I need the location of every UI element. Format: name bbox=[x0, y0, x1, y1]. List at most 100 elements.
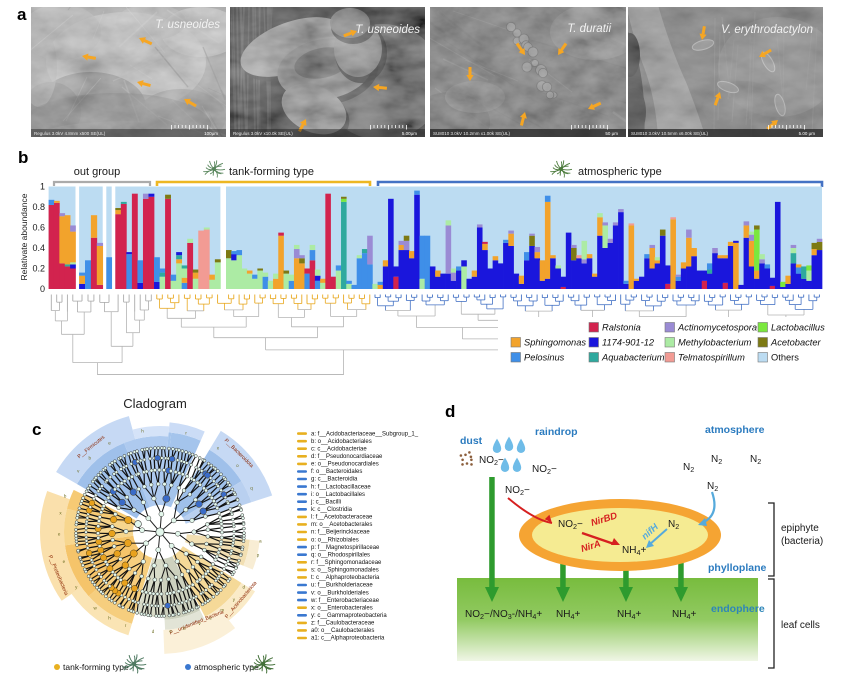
svg-text:1174-901-12: 1174-901-12 bbox=[602, 338, 655, 348]
svg-text:epiphyte: epiphyte bbox=[781, 523, 819, 534]
svg-text:h: f__Lactobacillaceae: h: f__Lactobacillaceae bbox=[311, 484, 371, 490]
svg-text:w: f__Enterobacteriaceae: w: f__Enterobacteriaceae bbox=[310, 598, 380, 604]
svg-text:b: b bbox=[89, 455, 92, 460]
svg-text:o: o bbox=[236, 463, 239, 468]
svg-text:x: o__Enterobacterales: x: o__Enterobacterales bbox=[311, 605, 373, 611]
svg-text:g: c__Bacteroidia: g: c__Bacteroidia bbox=[311, 477, 358, 483]
svg-text:b: b bbox=[183, 626, 186, 631]
svg-text:(bacteria): (bacteria) bbox=[781, 536, 823, 547]
svg-text:dust: dust bbox=[460, 435, 483, 447]
svg-text:raindrop: raindrop bbox=[535, 426, 578, 438]
svg-text:Relativate aboundance: Relativate aboundance bbox=[19, 193, 29, 280]
svg-text:NO2−: NO2− bbox=[532, 464, 557, 476]
svg-text:b: b bbox=[18, 148, 28, 167]
svg-text:x: x bbox=[59, 511, 62, 516]
svg-text:T. usneoides: T. usneoides bbox=[355, 24, 420, 36]
svg-text:r: r bbox=[125, 623, 127, 628]
svg-text:Regulus 3.0kV 4.8mm x500 SE(UL: Regulus 3.0kV 4.8mm x500 SE(UL) bbox=[34, 131, 106, 136]
svg-text:0.6: 0.6 bbox=[32, 223, 45, 233]
svg-text:e: e bbox=[209, 616, 212, 621]
svg-text:a: f__Acidobacteriaceae__Subgr: a: f__Acidobacteriaceae__Subgroup_1_ bbox=[311, 431, 419, 437]
svg-text:N2: N2 bbox=[668, 519, 679, 531]
svg-text:c: c__Acidobacteriae: c: c__Acidobacteriae bbox=[311, 446, 367, 452]
svg-text:e: e bbox=[169, 628, 172, 633]
svg-text:q: q bbox=[250, 485, 253, 490]
svg-text:s: o__Sphingomonadales: s: o__Sphingomonadales bbox=[311, 568, 379, 574]
svg-text:Cladogram: Cladogram bbox=[123, 396, 187, 411]
svg-text:r: f__Sphingomonadaceae: r: f__Sphingomonadaceae bbox=[311, 560, 382, 566]
svg-text:NH4+: NH4+ bbox=[672, 609, 696, 621]
svg-text:SU8010 3.0kV 10.2mm x1.00k SE(: SU8010 3.0kV 10.2mm x1.00k SE(UL) bbox=[433, 131, 511, 136]
svg-text:5.00 μm: 5.00 μm bbox=[799, 131, 816, 136]
svg-text:y: c__Gammaproteobacteria: y: c__Gammaproteobacteria bbox=[311, 613, 387, 619]
svg-text:e: e bbox=[108, 441, 111, 446]
svg-text:endophere: endophere bbox=[711, 603, 765, 615]
svg-text:1: 1 bbox=[40, 182, 45, 192]
svg-text:e: e bbox=[63, 559, 66, 564]
svg-text:0: 0 bbox=[40, 284, 45, 294]
svg-text:0.8: 0.8 bbox=[32, 202, 45, 212]
svg-text:atmospheric type: atmospheric type bbox=[194, 662, 259, 672]
svg-text:/NO3-/NH4+: /NO3-/NH4+ bbox=[490, 609, 542, 621]
svg-text:r: r bbox=[185, 430, 187, 435]
svg-text:out group: out group bbox=[74, 166, 120, 178]
svg-text:Acetobacter: Acetobacter bbox=[770, 338, 822, 348]
svg-text:T. duratii: T. duratii bbox=[567, 23, 611, 35]
svg-text:N2: N2 bbox=[707, 481, 718, 493]
svg-text:e: o__Pseudonocardiales: e: o__Pseudonocardiales bbox=[311, 462, 379, 468]
svg-text:d: d bbox=[445, 402, 455, 421]
svg-text:0.4: 0.4 bbox=[32, 243, 45, 253]
svg-text:y: y bbox=[233, 597, 236, 602]
svg-text:NO2−: NO2− bbox=[465, 609, 490, 621]
svg-text:c: c bbox=[32, 420, 41, 439]
svg-text:NO2−: NO2− bbox=[505, 485, 530, 497]
svg-text:NH4+: NH4+ bbox=[556, 609, 580, 621]
svg-text:v: v bbox=[198, 621, 201, 626]
svg-text:m: m bbox=[220, 608, 224, 613]
svg-text:Regulus 3.0kV x10.0k SE(UL): Regulus 3.0kV x10.0k SE(UL) bbox=[233, 131, 293, 136]
svg-text:k: c__Clostridia: k: c__Clostridia bbox=[311, 507, 353, 513]
svg-text:NO2−: NO2− bbox=[479, 455, 504, 467]
svg-text:p: p bbox=[257, 552, 260, 557]
svg-text:v: v bbox=[77, 469, 80, 474]
svg-text:a1: c__Alphaproteobacteria: a1: c__Alphaproteobacteria bbox=[311, 636, 385, 642]
svg-text:Others: Others bbox=[771, 353, 799, 363]
svg-text:V. erythrodactylon: V. erythrodactylon bbox=[721, 24, 813, 36]
svg-text:atmospheric type: atmospheric type bbox=[578, 166, 662, 178]
svg-text:atmosphere: atmosphere bbox=[705, 424, 765, 436]
svg-text:tank-forming type: tank-forming type bbox=[63, 662, 129, 672]
svg-text:Aquabacterium: Aquabacterium bbox=[601, 353, 665, 363]
svg-text:o: o__Rhizobiales: o: o__Rhizobiales bbox=[311, 537, 359, 543]
svg-text:NH4+: NH4+ bbox=[617, 609, 641, 621]
svg-text:h: h bbox=[141, 429, 144, 434]
svg-text:h: h bbox=[108, 616, 111, 621]
svg-text:j: c__Bacilli: j: c__Bacilli bbox=[310, 499, 341, 505]
svg-text:t: c__Alphaproteobacteria: t: c__Alphaproteobacteria bbox=[311, 575, 380, 581]
svg-text:n: f__Beijerinckiaceae: n: f__Beijerinckiaceae bbox=[311, 530, 370, 536]
svg-text:v: o__Burkholderiales: v: o__Burkholderiales bbox=[311, 590, 369, 596]
svg-text:i: o__Lactobacillales: i: o__Lactobacillales bbox=[311, 492, 365, 498]
svg-text:Sphingomonas: Sphingomonas bbox=[524, 338, 586, 348]
svg-text:a: a bbox=[259, 539, 262, 544]
svg-text:d: f__Pseudonocardiaceae: d: f__Pseudonocardiaceae bbox=[311, 454, 383, 460]
svg-text:z: f__Caulobacteraceae: z: f__Caulobacteraceae bbox=[311, 621, 375, 627]
svg-text:x: x bbox=[217, 445, 220, 450]
svg-text:NH4+: NH4+ bbox=[622, 545, 646, 557]
svg-text:e: e bbox=[58, 532, 61, 537]
svg-text:N2: N2 bbox=[750, 454, 761, 466]
svg-text:m: o__Acetobacterales: m: o__Acetobacterales bbox=[311, 522, 372, 528]
svg-text:a0: o__Caulobacterales: a0: o__Caulobacterales bbox=[311, 628, 374, 634]
svg-text:Actinomycetospora: Actinomycetospora bbox=[677, 323, 757, 333]
svg-text:tank-forming type: tank-forming type bbox=[229, 166, 314, 178]
svg-text:b: b bbox=[64, 494, 67, 499]
svg-text:Telmatospirillum: Telmatospirillum bbox=[678, 353, 745, 363]
svg-text:Lactobacillus: Lactobacillus bbox=[771, 323, 825, 333]
svg-text:u: f__Burkholderiaceae: u: f__Burkholderiaceae bbox=[311, 583, 373, 589]
svg-text:Pelosinus: Pelosinus bbox=[524, 353, 565, 363]
svg-text:p: f__Magnetospirillaceae: p: f__Magnetospirillaceae bbox=[311, 545, 380, 551]
svg-text:Methylobacterium: Methylobacterium bbox=[678, 338, 752, 348]
svg-text:100μm: 100μm bbox=[204, 131, 218, 136]
svg-text:0.2: 0.2 bbox=[32, 264, 45, 274]
svg-text:N2: N2 bbox=[711, 454, 722, 466]
svg-text:5.00μm: 5.00μm bbox=[402, 131, 417, 136]
